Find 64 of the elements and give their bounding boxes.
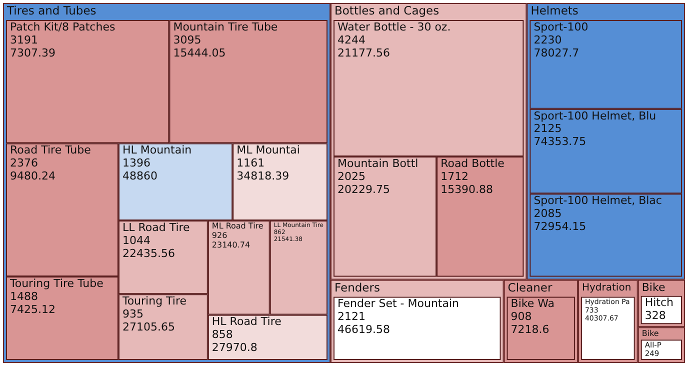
text: 27105.65 [122,320,175,334]
data-label: 926 [212,230,228,240]
text: 20229.75 [338,182,390,196]
data-label: 3095 [173,33,202,46]
category-label: Mountain Bottl [338,156,418,170]
text: 46619.58 [338,323,390,336]
category-label: Road Bottle [440,156,505,170]
series-label: Bike [642,329,659,338]
text: 15390.88 [440,182,494,196]
series-label: Bottles and Cages [334,4,440,18]
category-label: Sport-100 Helmet, Blu [534,109,656,122]
text: 34818.39 [236,170,290,183]
series-label: Helmets [530,4,578,18]
text: 7307.39 [10,46,56,60]
data-label: 2121 [338,310,366,324]
category-label: Touring Tire [121,294,187,308]
text: 23140.74 [212,240,250,250]
series-label: Hydration [582,282,632,294]
text: 48860 [122,170,158,183]
category-label: HL Mountain [122,144,192,157]
series-label: Fenders [334,280,380,294]
text: 22435.56 [122,246,175,260]
category-label: ML Road Tire [212,222,264,231]
data-label: 4244 [338,33,366,46]
text: 15444.05 [173,46,226,60]
category-label: Road Tire Tube [10,144,92,157]
data-label: 908 [510,310,532,324]
category-label: Fender Set - Mountain [338,297,460,310]
data-label: 1044 [122,234,150,247]
text: 72954.15 [534,220,586,233]
data-label: 1161 [236,156,265,170]
data-label: 2230 [534,33,562,46]
text: 7425.12 [10,302,56,316]
category-label: HL Road Tire [212,315,282,328]
category-label: ML Mountai [236,144,300,157]
data-label: 1712 [440,170,469,183]
category-label: LL Road Tire [122,220,190,234]
text: 21177.56 [338,46,390,60]
series-label: Bike [642,281,666,294]
text: 27970.8 [212,341,258,354]
series-label: Tires and Tubes [6,4,96,18]
text: 74353.75 [534,135,586,148]
category-label: Mountain Tire Tube [173,20,278,34]
category-label: Touring Tire Tube [9,276,104,290]
series-label: Cleaner [508,280,553,294]
data-label: 2085 [534,206,562,220]
category-label: Patch Kit/8 Patches [10,20,116,34]
data-label: 2376 [10,156,38,170]
category-label: Sport-100 Helmet, Blac [534,194,662,207]
category-label: Hitch [644,296,674,310]
text: 9480.24 [10,170,56,183]
data-label: 2125 [534,122,562,136]
data-label: 858 [212,328,233,342]
data-label: 1488 [10,290,38,303]
category-label: Bike Wa [510,297,555,310]
category-label: Water Bottle - 30 oz. [338,20,451,34]
data-label: 328 [644,309,666,322]
category-label: Sport-100 [534,20,588,34]
data-label: 2025 [338,170,366,183]
text: 78027.7 [534,46,580,60]
data-label: 1396 [122,156,150,170]
text: 7218.6 [510,323,550,336]
data-label: 935 [122,307,144,320]
data-label: 3191 [10,33,38,46]
